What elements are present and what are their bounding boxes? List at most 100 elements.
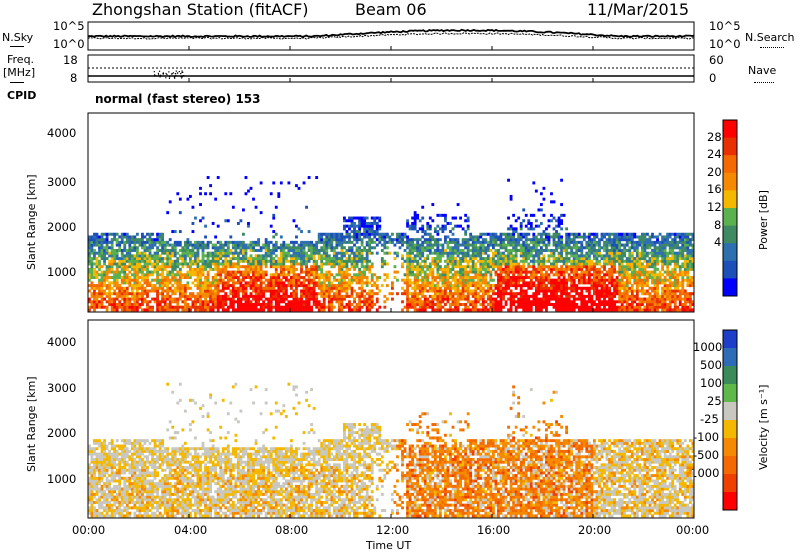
power-cell <box>426 278 430 282</box>
power-cell <box>459 273 462 277</box>
power-cell <box>580 273 584 277</box>
power-cell <box>317 284 321 288</box>
power-cell <box>297 308 301 312</box>
power-cell <box>138 265 142 269</box>
power-cell <box>284 273 288 277</box>
power-cell <box>413 243 417 247</box>
power-cell <box>413 211 417 215</box>
power-cell <box>105 265 109 269</box>
power-cell <box>272 213 276 217</box>
power-cell <box>269 254 273 258</box>
power-cell <box>113 305 117 309</box>
power-cell <box>502 286 505 290</box>
power-cell <box>370 230 374 234</box>
power-cell <box>570 267 574 271</box>
power-cell <box>166 297 170 301</box>
power-cell <box>166 251 170 255</box>
power-cell <box>408 267 412 271</box>
power-cell <box>593 302 596 306</box>
power-cell <box>411 286 415 290</box>
power-cell <box>552 240 556 244</box>
power-cell <box>618 308 622 312</box>
power-cell <box>305 267 308 271</box>
power-cell <box>418 227 422 231</box>
power-cell <box>451 297 455 301</box>
power-cell <box>133 273 137 277</box>
power-cell <box>370 221 374 225</box>
power-cell <box>239 300 243 304</box>
power-cell <box>206 294 210 298</box>
power-cell <box>128 281 132 285</box>
power-cell <box>135 262 139 266</box>
power-cell <box>618 297 622 301</box>
power-cell <box>499 267 503 271</box>
power-cell <box>236 292 240 296</box>
power-cell <box>290 294 293 298</box>
power-cell <box>545 292 548 296</box>
power-cell <box>135 302 139 306</box>
power-cell <box>615 278 619 282</box>
power-cell <box>279 267 283 271</box>
power-cell <box>486 240 490 244</box>
power-cell <box>479 265 483 269</box>
power-cell <box>433 230 437 234</box>
power-cell <box>247 224 250 228</box>
power-cell <box>532 265 536 269</box>
power-cell <box>590 246 594 250</box>
power-cell <box>481 289 485 293</box>
power-cell <box>226 254 230 258</box>
power-cell <box>135 300 139 304</box>
power-cell <box>595 302 599 306</box>
power-cell <box>423 294 427 298</box>
power-cell <box>128 259 132 263</box>
power-cell <box>254 270 258 274</box>
power-cell <box>247 262 250 266</box>
power-cell <box>469 302 473 306</box>
power-cell <box>418 243 422 247</box>
power-cell <box>363 289 367 293</box>
power-cell <box>186 251 190 255</box>
power-cell <box>532 232 536 236</box>
power-cell <box>522 278 526 282</box>
power-cell <box>118 289 122 293</box>
power-cell <box>446 300 450 304</box>
power-cell <box>497 286 500 290</box>
power-cell <box>613 302 617 306</box>
power-cell <box>348 257 351 261</box>
power-cell <box>151 240 154 244</box>
power-cell <box>403 235 407 239</box>
power-cell <box>620 254 624 258</box>
power-cell <box>100 275 104 279</box>
power-cell <box>466 238 470 242</box>
power-cell <box>254 294 258 298</box>
power-cell <box>272 262 276 266</box>
power-cell <box>451 254 455 258</box>
power-cell <box>527 302 531 306</box>
power-cell <box>168 300 172 304</box>
power-cell <box>598 292 601 296</box>
power-cell <box>451 292 455 296</box>
power-cell <box>555 305 558 309</box>
power-cell <box>239 248 243 252</box>
power-cell <box>290 300 293 304</box>
power-cell <box>418 297 422 301</box>
power-cell <box>514 246 518 250</box>
power-cell <box>327 289 331 293</box>
power-cell <box>514 254 518 258</box>
power-cell <box>297 305 301 309</box>
power-cell <box>560 302 563 306</box>
power-cell <box>552 259 556 263</box>
power-cell <box>358 227 361 231</box>
power-cell <box>133 305 137 309</box>
power-cell <box>375 230 379 234</box>
power-cell <box>277 308 281 312</box>
power-cell <box>433 243 437 247</box>
power-cell <box>302 246 306 250</box>
power-cell <box>605 284 609 288</box>
power-cell <box>211 281 215 285</box>
power-colorbar-tick-label: 24 <box>707 147 722 162</box>
power-cell <box>199 289 202 293</box>
power-cell <box>327 254 331 258</box>
power-cell <box>595 289 599 293</box>
power-cell <box>348 294 351 298</box>
